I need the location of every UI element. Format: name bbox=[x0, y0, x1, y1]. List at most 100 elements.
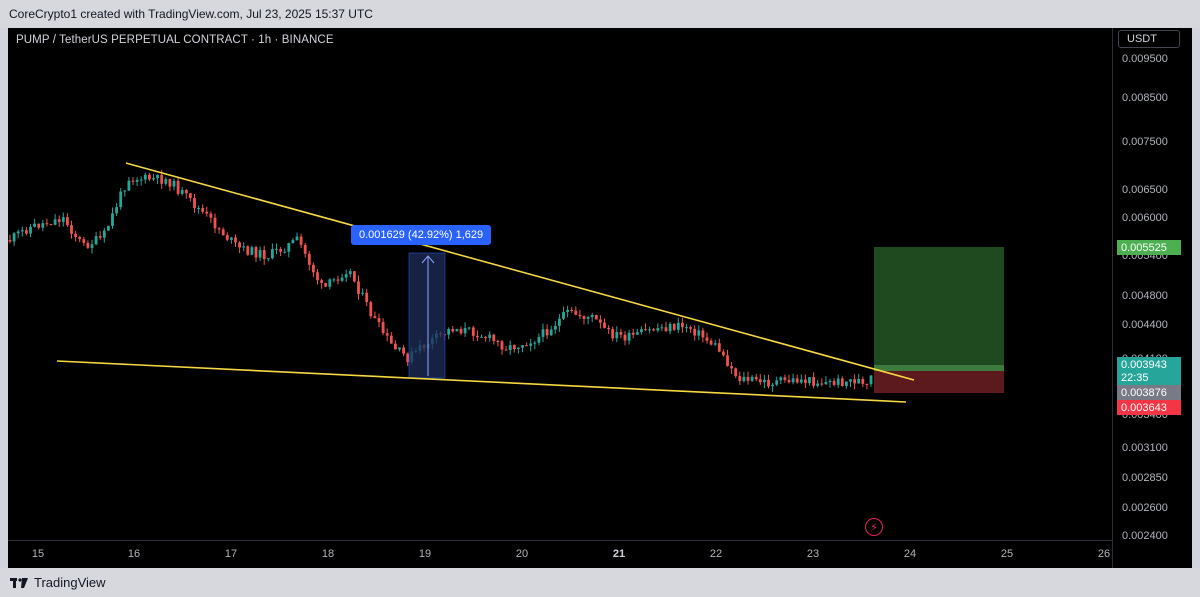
candle-body bbox=[828, 380, 832, 383]
target-price-label[interactable]: 0.005525 bbox=[1117, 240, 1181, 255]
candle-body bbox=[849, 379, 852, 382]
candle-body bbox=[566, 310, 569, 313]
candle-body bbox=[537, 336, 541, 343]
candle-body bbox=[143, 174, 147, 180]
currency-selector[interactable]: USDT bbox=[1118, 30, 1180, 48]
price-plot[interactable] bbox=[8, 28, 1112, 540]
candle-body bbox=[119, 191, 123, 208]
candle-body bbox=[504, 349, 508, 351]
candle-body bbox=[713, 343, 717, 345]
candle-body bbox=[189, 193, 192, 198]
time-tick: 24 bbox=[903, 548, 917, 560]
candle-body bbox=[525, 345, 528, 347]
price-tick: 0.002850 bbox=[1122, 472, 1168, 484]
candle-body bbox=[787, 379, 791, 383]
candle-body bbox=[373, 316, 377, 319]
candle-body bbox=[348, 271, 352, 275]
candle-body bbox=[197, 208, 200, 210]
time-tick: 21 bbox=[612, 548, 626, 560]
candle-body bbox=[16, 231, 20, 234]
candle-body bbox=[111, 213, 114, 226]
candle-body bbox=[29, 226, 32, 234]
candle-body bbox=[353, 271, 356, 282]
candle-body bbox=[86, 242, 90, 248]
candle-body bbox=[332, 279, 336, 281]
candle-body bbox=[217, 228, 221, 230]
brand-name: TradingView bbox=[34, 575, 106, 590]
candle-body bbox=[668, 323, 672, 332]
price-tick: 0.008500 bbox=[1122, 92, 1168, 104]
candle-body bbox=[316, 272, 319, 281]
candle-body bbox=[377, 318, 381, 323]
candle-body bbox=[152, 178, 155, 180]
candle-body bbox=[394, 343, 397, 350]
candle-body bbox=[225, 235, 229, 240]
time-tick: 23 bbox=[806, 548, 820, 560]
candle-body bbox=[726, 355, 729, 367]
measure-label[interactable]: 0.001629 (42.92%) 1,629 bbox=[351, 225, 492, 245]
candle-body bbox=[361, 292, 364, 294]
candle-body bbox=[90, 244, 94, 248]
candle-body bbox=[230, 237, 233, 240]
lower-trendline[interactable] bbox=[56, 360, 907, 403]
candle-body bbox=[205, 211, 209, 214]
candle-body bbox=[213, 217, 217, 229]
candle-body bbox=[648, 329, 651, 331]
candle-body bbox=[20, 230, 24, 232]
candle-body bbox=[463, 328, 467, 334]
candle-body bbox=[845, 381, 848, 387]
candle-body bbox=[37, 223, 41, 228]
chart-canvas[interactable]: PUMP / TetherUS PERPETUAL CONTRACT · 1h … bbox=[8, 28, 1192, 568]
candle-body bbox=[344, 274, 348, 278]
candle-body bbox=[131, 180, 135, 182]
price-tick: 0.006500 bbox=[1122, 184, 1168, 196]
time-axis[interactable] bbox=[8, 540, 1112, 568]
candle-body bbox=[681, 322, 684, 328]
candle-body bbox=[385, 333, 389, 336]
candle-body bbox=[512, 345, 516, 350]
candle-body bbox=[184, 189, 188, 194]
stop-zone[interactable] bbox=[874, 371, 1004, 393]
candle-body bbox=[49, 224, 53, 226]
candle-body bbox=[599, 319, 602, 323]
candle-body bbox=[799, 379, 803, 383]
candle-body bbox=[328, 279, 332, 287]
candle-body bbox=[594, 315, 598, 320]
candle-body bbox=[160, 174, 164, 184]
measure-arrowhead bbox=[421, 255, 435, 264]
entry-price-label[interactable]: 0.003876 bbox=[1117, 385, 1181, 400]
candle-body bbox=[139, 179, 143, 181]
chart-credit-bar: CoreCrypto1 created with TradingView.com… bbox=[0, 0, 1200, 28]
candle-body bbox=[701, 330, 705, 338]
candle-body bbox=[340, 277, 344, 281]
candle-body bbox=[750, 376, 754, 381]
candle-body bbox=[492, 334, 496, 342]
candle-body bbox=[685, 327, 688, 329]
candle-body bbox=[812, 377, 815, 386]
candle-body bbox=[640, 329, 643, 333]
candle-body bbox=[221, 229, 225, 236]
candle-body bbox=[266, 258, 270, 260]
candle-body bbox=[357, 281, 360, 294]
candle-body bbox=[775, 380, 779, 385]
candle-body bbox=[861, 378, 865, 384]
candle-body bbox=[176, 180, 180, 194]
candle-body bbox=[853, 379, 856, 384]
candle-body bbox=[558, 318, 561, 326]
candle-body bbox=[168, 179, 172, 187]
candle-body bbox=[791, 378, 795, 383]
measure-box[interactable] bbox=[408, 252, 446, 379]
entry-band bbox=[874, 365, 1004, 371]
lightning-icon[interactable]: ⚡ bbox=[865, 518, 883, 536]
candle-body bbox=[570, 310, 574, 312]
candle-body bbox=[717, 343, 721, 352]
price-axis[interactable] bbox=[1112, 28, 1192, 568]
candle-body bbox=[74, 233, 77, 238]
candle-body bbox=[578, 314, 582, 317]
candle-body bbox=[611, 329, 615, 339]
upper-trendline[interactable] bbox=[125, 162, 915, 381]
stop-price-label[interactable]: 0.003643 bbox=[1117, 400, 1181, 415]
current-price-label[interactable]: 0.003943 bbox=[1117, 357, 1181, 372]
candle-body bbox=[484, 336, 487, 338]
target-zone[interactable] bbox=[874, 247, 1004, 366]
